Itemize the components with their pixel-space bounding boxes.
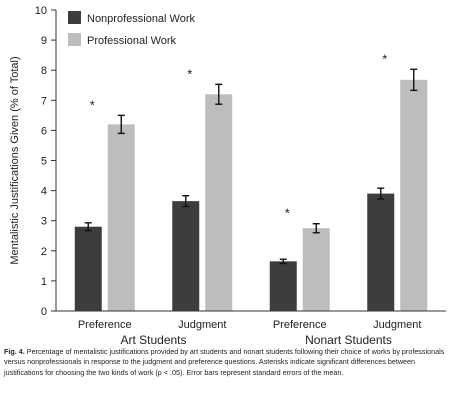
significance-markers: * * * * [90, 51, 388, 220]
bar-professional [107, 124, 135, 311]
bar-nonprofessional [172, 201, 200, 311]
significance-star: * [382, 51, 387, 66]
significance-star: * [90, 97, 95, 112]
significance-star: * [187, 66, 192, 81]
bar-nonprofessional [269, 261, 297, 311]
legend-swatch [68, 11, 81, 24]
bar-professional [302, 228, 330, 311]
y-tick-label: 2 [41, 246, 47, 258]
x-axis-labels: Preference Judgment Preference Judgment Art … [78, 319, 422, 345]
x-category-label: Judgment [373, 319, 421, 331]
bar-nonprofessional [367, 193, 395, 311]
bar-professional [400, 79, 428, 311]
y-tick-label: 3 [41, 216, 47, 228]
y-tick-label: 7 [41, 95, 47, 107]
error-bars [84, 68, 418, 265]
significance-star: * [285, 206, 290, 221]
group-label: Nonart Students [305, 333, 392, 345]
y-tick-label: 6 [41, 125, 47, 137]
bar-nonprofessional [74, 226, 102, 311]
legend-label: Professional Work [87, 35, 177, 47]
y-tick-label: 1 [41, 276, 47, 288]
y-tick-label: 0 [41, 306, 47, 318]
bars [74, 79, 428, 311]
x-category-label: Judgment [178, 319, 226, 331]
x-category-label: Preference [273, 319, 327, 331]
y-tick-label: 9 [41, 35, 47, 47]
y-tick-label: 8 [41, 65, 47, 77]
legend-swatch [68, 33, 81, 46]
y-axis-ticks: 0 1 2 3 4 5 6 7 8 9 10 [35, 5, 56, 318]
legend: Nonprofessional Work Professional Work [68, 11, 196, 47]
y-tick-label: 10 [35, 5, 47, 17]
legend-label: Nonprofessional Work [87, 13, 196, 25]
figure-caption: Fig. 4. Percentage of mentalistic justif… [4, 347, 456, 378]
x-category-label: Preference [78, 319, 132, 331]
bar-professional [205, 94, 233, 311]
y-tick-label: 4 [41, 186, 47, 198]
y-axis-label: Mentalistic Justifications Given (% of T… [9, 56, 21, 264]
figure-label: Fig. 4. [4, 347, 25, 356]
y-tick-label: 5 [41, 156, 47, 168]
caption-text: Percentage of mentalistic justifications… [4, 347, 445, 377]
group-label: Art Students [120, 333, 186, 345]
